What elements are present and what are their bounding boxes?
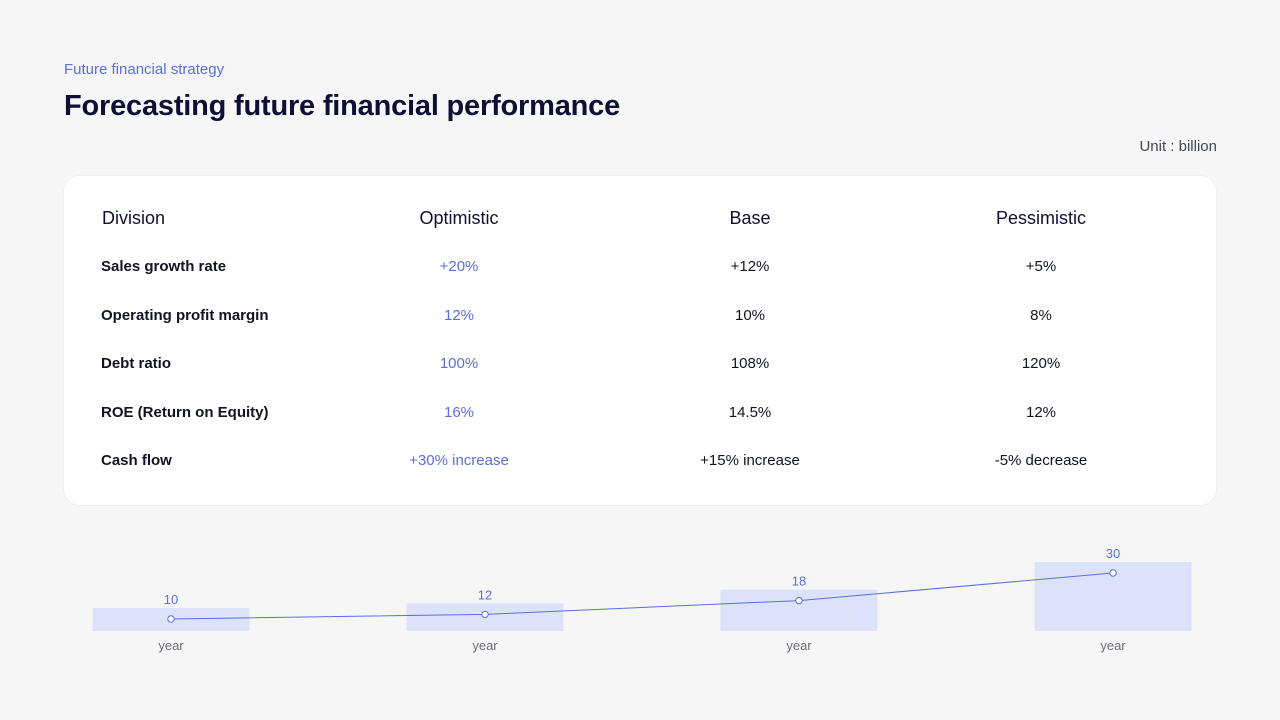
row-label-roe: ROE (Return on Equity): [101, 404, 269, 421]
cell-base: 10%: [734, 307, 766, 324]
cell-pessimistic: 12%: [1025, 404, 1057, 421]
cell-optimistic: 12%: [443, 307, 475, 324]
chart-data-label: 30: [1106, 546, 1120, 561]
page-title: Forecasting future financial performance: [64, 90, 621, 122]
chart-category-label: year: [472, 638, 498, 653]
cell-pessimistic: -5% decrease: [994, 452, 1088, 469]
chart-category-label: year: [158, 638, 184, 653]
cell-pessimistic: 120%: [1021, 355, 1061, 372]
cell-optimistic: +30% increase: [409, 452, 509, 469]
chart-point: [167, 615, 175, 623]
row-label-cash-flow: Cash flow: [101, 452, 172, 469]
cell-base: 14.5%: [728, 404, 772, 421]
cell-optimistic: 100%: [439, 355, 479, 372]
chart-trend-line: [170, 572, 1114, 620]
row-label-sales-growth: Sales growth rate: [101, 258, 227, 275]
column-header-optimistic: Optimistic: [419, 208, 499, 228]
chart-category-label: year: [786, 638, 812, 653]
chart-data-label: 18: [792, 574, 806, 589]
row-label-operating-margin: Operating profit margin: [101, 307, 269, 324]
chart-data-label: 12: [478, 587, 492, 602]
chart-point: [795, 596, 803, 605]
forecast-table-card: Division Optimistic Base Pessimistic Sal…: [64, 176, 1216, 505]
cell-pessimistic: 8%: [1030, 307, 1052, 324]
row-label-debt-ratio: Debt ratio: [101, 355, 172, 372]
chart-category-label: year: [1100, 638, 1126, 653]
cell-pessimistic: +5%: [1025, 258, 1057, 275]
chart-point: [1109, 569, 1117, 577]
column-header-pessimistic: Pessimistic: [995, 208, 1087, 228]
unit-label: Unit : billion: [1139, 138, 1217, 155]
chart-data-label: 10: [164, 592, 178, 607]
forecast-bar-line-chart: 10 year 12 year 18 year 30 year: [92, 546, 1192, 653]
column-header-base: Base: [729, 208, 771, 228]
cell-base: +12%: [730, 258, 770, 275]
column-header-division: Division: [102, 208, 166, 228]
cell-base: 108%: [730, 355, 770, 372]
cell-optimistic: 16%: [443, 404, 475, 421]
chart-point: [481, 610, 489, 619]
cell-optimistic: +20%: [439, 258, 479, 275]
cell-base: +15% increase: [700, 452, 800, 469]
eyebrow-label: Future financial strategy: [64, 61, 225, 78]
